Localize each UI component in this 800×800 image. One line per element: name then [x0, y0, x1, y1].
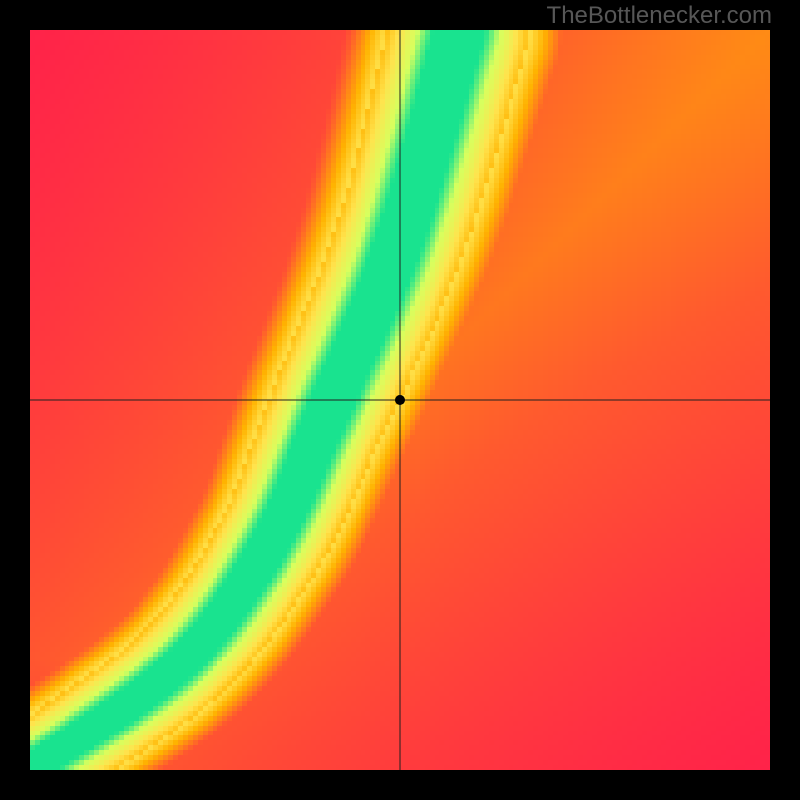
- bottleneck-heatmap: [0, 0, 800, 800]
- watermark-text: TheBottlenecker.com: [547, 2, 772, 30]
